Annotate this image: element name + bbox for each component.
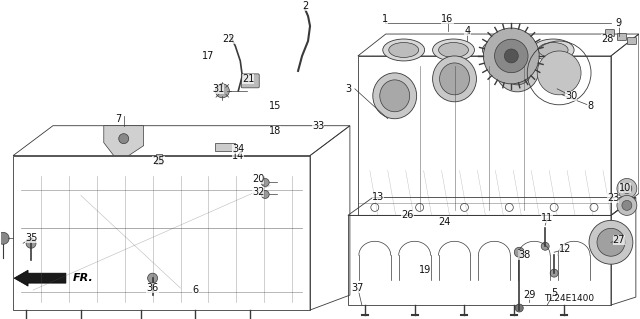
FancyBboxPatch shape: [241, 74, 259, 88]
Text: FR.: FR.: [73, 273, 93, 283]
Ellipse shape: [433, 56, 476, 102]
Ellipse shape: [433, 39, 474, 61]
Text: 33: 33: [312, 121, 324, 131]
Text: 9: 9: [616, 18, 622, 28]
Ellipse shape: [438, 42, 468, 57]
Circle shape: [622, 200, 632, 211]
Ellipse shape: [483, 39, 524, 61]
Circle shape: [597, 228, 625, 256]
Ellipse shape: [440, 63, 470, 95]
Text: 11: 11: [541, 213, 554, 223]
Text: 32: 32: [252, 188, 264, 197]
Circle shape: [515, 247, 524, 257]
Ellipse shape: [388, 42, 419, 57]
Text: 3: 3: [345, 84, 351, 94]
Text: 15: 15: [269, 101, 282, 111]
Text: 16: 16: [442, 14, 454, 24]
Circle shape: [589, 220, 633, 264]
Circle shape: [216, 84, 229, 98]
Ellipse shape: [532, 39, 574, 61]
Text: 22: 22: [222, 34, 235, 44]
Circle shape: [148, 273, 157, 283]
Text: 29: 29: [523, 290, 536, 300]
FancyBboxPatch shape: [156, 153, 161, 164]
Text: 24: 24: [438, 217, 451, 227]
Text: 6: 6: [193, 285, 198, 295]
Text: 26: 26: [401, 210, 414, 220]
Text: TL24E1400: TL24E1400: [544, 293, 594, 303]
Circle shape: [504, 49, 518, 63]
Text: 8: 8: [587, 101, 593, 111]
Text: 30: 30: [565, 91, 577, 101]
FancyBboxPatch shape: [216, 143, 236, 151]
Circle shape: [261, 179, 269, 187]
Text: 34: 34: [232, 144, 244, 154]
Text: 25: 25: [152, 156, 165, 166]
Text: 37: 37: [351, 283, 364, 293]
Circle shape: [495, 39, 528, 73]
Text: 18: 18: [269, 126, 282, 136]
Ellipse shape: [488, 42, 518, 57]
Text: 2: 2: [302, 1, 308, 11]
Circle shape: [483, 28, 540, 84]
Circle shape: [119, 134, 129, 144]
Circle shape: [550, 269, 558, 277]
FancyBboxPatch shape: [618, 33, 627, 41]
Circle shape: [26, 238, 36, 248]
Text: 36: 36: [147, 283, 159, 293]
Text: 5: 5: [551, 288, 557, 298]
Text: 21: 21: [242, 74, 255, 84]
Circle shape: [617, 196, 637, 215]
Circle shape: [622, 183, 632, 193]
Ellipse shape: [538, 42, 568, 57]
FancyBboxPatch shape: [605, 30, 614, 36]
Text: 1: 1: [381, 14, 388, 24]
Text: 10: 10: [619, 183, 631, 193]
Ellipse shape: [373, 73, 417, 119]
Text: 12: 12: [559, 244, 572, 254]
FancyArrow shape: [14, 270, 66, 286]
Ellipse shape: [380, 80, 410, 112]
Text: 20: 20: [252, 174, 264, 183]
Text: 4: 4: [465, 26, 470, 36]
Circle shape: [541, 242, 549, 250]
Ellipse shape: [495, 46, 540, 92]
Text: 14: 14: [232, 151, 244, 160]
Text: 35: 35: [25, 233, 37, 243]
Ellipse shape: [502, 53, 532, 85]
Circle shape: [261, 190, 269, 198]
Circle shape: [515, 304, 524, 312]
Text: 28: 28: [601, 34, 613, 44]
Text: 13: 13: [372, 192, 384, 203]
Text: 31: 31: [212, 84, 225, 94]
Polygon shape: [104, 126, 143, 156]
Text: 27: 27: [612, 235, 625, 245]
Text: 19: 19: [419, 265, 431, 275]
Text: 17: 17: [202, 51, 214, 61]
Text: 7: 7: [116, 114, 122, 124]
FancyBboxPatch shape: [627, 38, 636, 44]
Text: 38: 38: [518, 250, 531, 260]
Circle shape: [617, 179, 637, 198]
Circle shape: [537, 51, 581, 95]
Text: 23: 23: [607, 193, 619, 204]
Circle shape: [0, 232, 9, 244]
Ellipse shape: [383, 39, 424, 61]
